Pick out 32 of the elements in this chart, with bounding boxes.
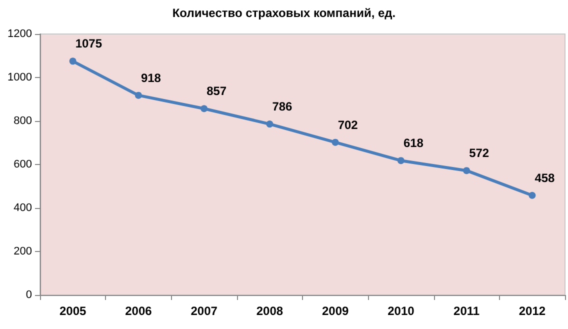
point — [134, 92, 142, 99]
data-label: 786 — [272, 100, 293, 114]
x-tick-label: 2006 — [125, 304, 152, 318]
data-label: 702 — [338, 118, 358, 132]
y-tick-label: 1000 — [8, 72, 32, 84]
point — [528, 192, 536, 199]
x-tick-label: 2010 — [388, 304, 415, 318]
data-label: 618 — [403, 136, 424, 150]
point — [266, 120, 274, 128]
x-tick-label: 2011 — [454, 304, 480, 318]
y-tick-label: 600 — [14, 158, 32, 170]
point — [397, 157, 404, 164]
point — [332, 138, 339, 146]
chart-title: Количество страховых компаний, ед. — [172, 6, 396, 20]
x-tick-label: 2005 — [59, 304, 86, 318]
data-label: 918 — [140, 70, 162, 85]
y-tick-label: 400 — [14, 202, 32, 214]
y-tick-label: 800 — [14, 115, 32, 127]
data-label: 1075 — [75, 36, 102, 51]
x-tick-label: 2012 — [518, 304, 546, 318]
data-label: 458 — [534, 170, 556, 185]
point — [200, 105, 208, 112]
y-tick-label: 1200 — [8, 28, 32, 40]
x-tick-label: 2009 — [322, 304, 349, 318]
point — [463, 167, 470, 174]
point — [69, 58, 76, 65]
data-label: 572 — [469, 146, 490, 160]
data-label: 857 — [206, 84, 227, 98]
x-tick-label: 2008 — [256, 304, 284, 318]
y-tick-label: 0 — [26, 289, 32, 301]
y-tick-label: 200 — [14, 246, 32, 258]
x-tick-label: 2007 — [190, 304, 218, 318]
